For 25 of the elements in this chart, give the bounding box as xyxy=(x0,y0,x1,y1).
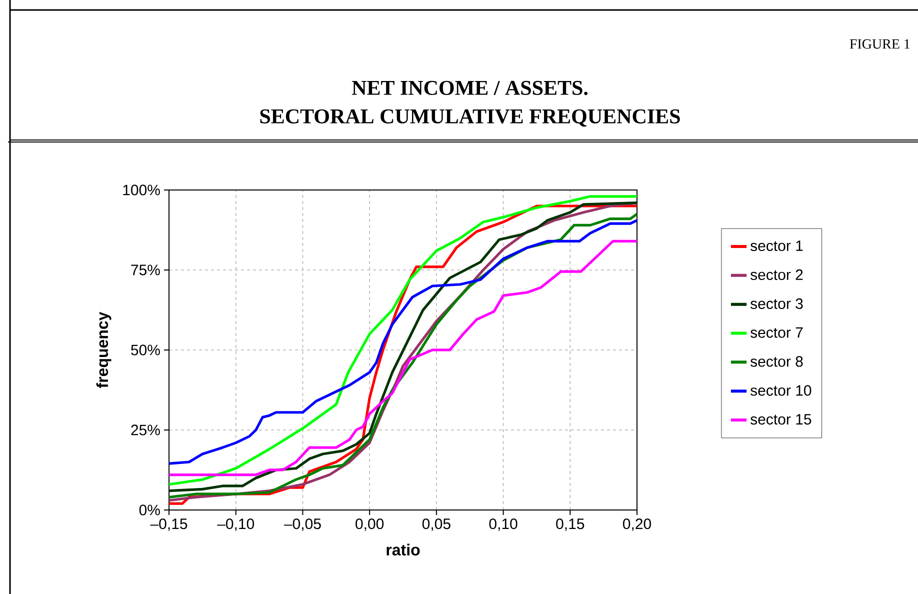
caption: FIGURE 1 xyxy=(850,39,910,49)
x-tick-label: 0,10 xyxy=(489,518,518,531)
y-tick-label: 75% xyxy=(131,264,160,276)
x-tick-label: –0,05 xyxy=(284,518,321,531)
x-tick-label: –0,15 xyxy=(150,518,188,531)
legend-label: sector 1 xyxy=(750,240,803,252)
chart-subtitle: SECTORAL CUMULATIVE FREQUENCIES xyxy=(260,109,680,127)
y-tick-label: 100% xyxy=(123,184,160,196)
legend-label: sector 3 xyxy=(750,298,803,309)
y-tick-label: 0% xyxy=(139,504,160,516)
y-tick-label: 50% xyxy=(131,344,160,356)
x-tick-label: –0,10 xyxy=(217,518,254,531)
legend-label: sector 8 xyxy=(750,356,803,367)
x-tick-label: 0,20 xyxy=(622,518,652,531)
x-tick-label: 0,15 xyxy=(556,518,584,531)
chart-title: NET INCOME / ASSETS. xyxy=(352,80,588,96)
x-tick-label: 0,05 xyxy=(422,518,450,531)
x-tick-label: 0,00 xyxy=(356,518,384,531)
legend-label: sector 10 xyxy=(750,385,812,396)
legend-label: sector 7 xyxy=(750,327,803,338)
legend-label: sector 15 xyxy=(750,414,812,425)
y-axis-title: frequency xyxy=(96,312,112,388)
legend-label: sector 2 xyxy=(750,269,803,280)
x-axis-title: ratio xyxy=(386,544,420,556)
y-tick-label: 25% xyxy=(131,424,160,436)
